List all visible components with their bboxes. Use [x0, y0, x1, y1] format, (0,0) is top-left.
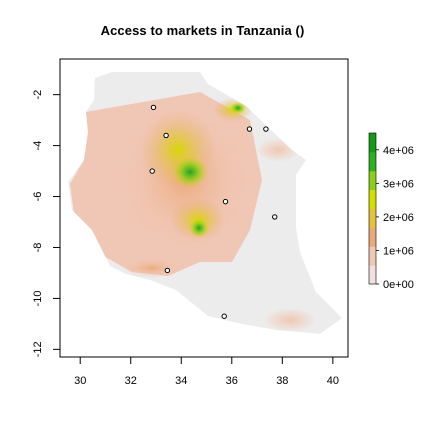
colorbar-segment: [369, 189, 376, 209]
colorbar-segment: [369, 265, 376, 285]
colorbar-frame: [368, 132, 377, 285]
x-tick-label: 40: [327, 375, 339, 387]
x-axis: 30 32 34 36 38 40: [74, 357, 339, 387]
colorbar-segment: [369, 208, 376, 228]
raster-southeast-area: [264, 308, 316, 332]
market-point: [163, 132, 169, 139]
colorbar-tick-label: 2e+06: [383, 212, 414, 224]
colorbar-ramp: [369, 133, 376, 285]
y-tick-label: -10: [32, 290, 44, 306]
y-tick-label: -4: [32, 141, 44, 151]
colorbar-tick-label: 4e+06: [383, 145, 414, 157]
market-point: [272, 214, 278, 220]
y-tick-label: -2: [32, 90, 44, 100]
y-tick-label: -8: [32, 243, 44, 253]
plot-frame: [59, 58, 349, 358]
market-point: [150, 104, 157, 111]
colorbar-segment: [369, 227, 376, 247]
colorbar-segment: [369, 246, 376, 266]
map-title: Access to markets in Tanzania (): [100, 23, 305, 38]
colorbar-ticks: 0e+00 1e+06 2e+06 3e+06 4e+06: [376, 145, 414, 291]
colorbar-tick-label: 3e+06: [383, 178, 414, 190]
raster-southwest-area: [124, 258, 180, 278]
colorbar-segment: [369, 170, 376, 191]
y-tick-label: -12: [32, 341, 44, 357]
raster-peak-area-south: [189, 218, 209, 238]
market-point: [164, 267, 171, 274]
market-point: [246, 126, 253, 132]
colorbar-tick-label: 0e+00: [383, 279, 414, 291]
raster-peak-area: [172, 156, 208, 188]
colorbar-segment: [369, 151, 376, 172]
market-point: [149, 168, 155, 174]
market-point: [221, 313, 227, 319]
x-tick-label: 32: [125, 375, 137, 387]
x-tick-label: 38: [276, 375, 288, 387]
y-axis: -2 -4 -6 -8 -10 -12: [32, 90, 60, 357]
x-tick-label: 34: [175, 375, 187, 387]
market-point: [263, 126, 269, 132]
market-point: [222, 198, 229, 205]
colorbar-tick-label: 1e+06: [383, 245, 414, 257]
y-tick-label: -6: [32, 192, 44, 202]
x-tick-label: 30: [74, 375, 86, 387]
raster-peak-area-north: [230, 102, 246, 114]
market-points: [149, 104, 278, 319]
colorbar-segment: [369, 133, 376, 153]
x-tick-label: 36: [226, 375, 238, 387]
colorbar: 0e+00 1e+06 2e+06 3e+06 4e+06: [368, 132, 414, 291]
